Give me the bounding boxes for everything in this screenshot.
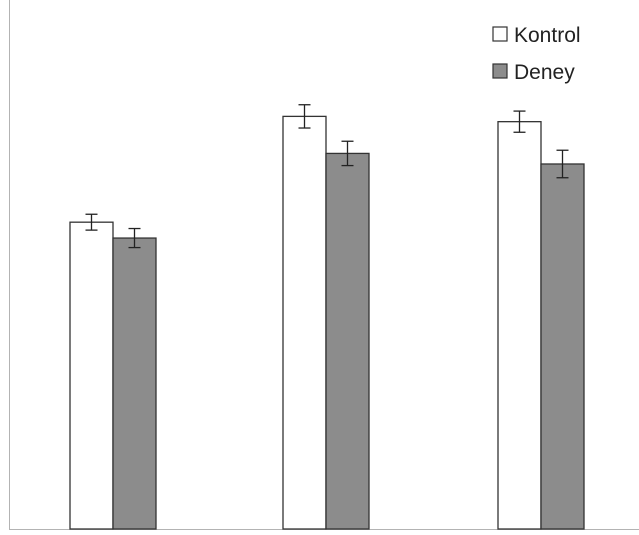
error-bar-kontrol-1 <box>85 213 98 231</box>
error-bar-deney-2 <box>341 140 354 167</box>
bars-layer <box>69 115 585 530</box>
legend-label-kontrol: Kontrol <box>514 24 581 47</box>
bar-kontrol-2 <box>282 115 327 530</box>
legend-swatch-deney <box>492 63 508 79</box>
legend-swatch-kontrol <box>492 26 508 42</box>
error-bar-kontrol-2 <box>298 104 311 129</box>
bar-deney-2 <box>325 152 370 530</box>
bar-kontrol-1 <box>69 221 114 530</box>
error-bar-deney-3 <box>556 149 569 179</box>
bar-deney-3 <box>540 163 585 530</box>
error-bars-layer <box>85 104 569 249</box>
legend: Kontrol Deney <box>492 24 581 84</box>
legend-label-deney: Deney <box>514 61 575 84</box>
bar-kontrol-3 <box>497 121 542 530</box>
error-bar-deney-1 <box>128 227 141 249</box>
bar-deney-1 <box>112 237 157 530</box>
error-bar-kontrol-3 <box>513 110 526 133</box>
